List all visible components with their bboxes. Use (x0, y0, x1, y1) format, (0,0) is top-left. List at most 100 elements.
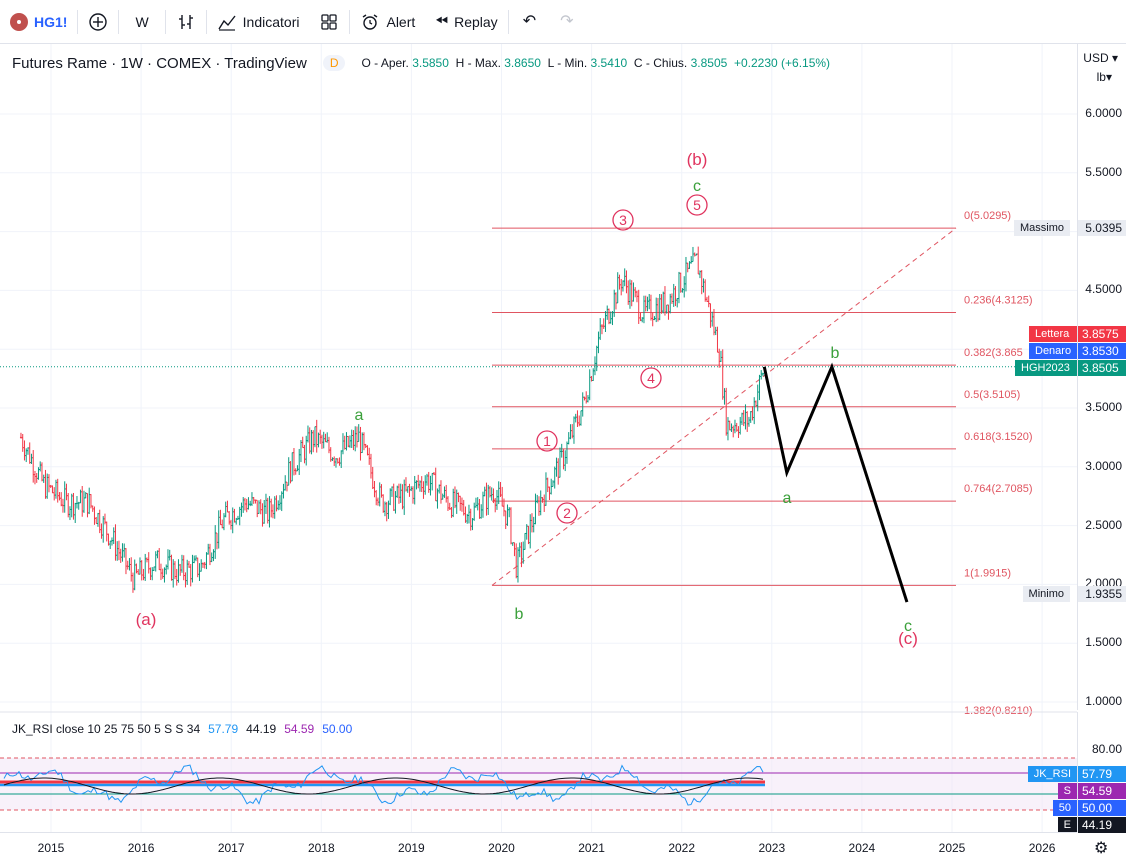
rewind-icon: ⏪︎ (435, 12, 449, 30)
divider (118, 9, 120, 34)
symbol-search[interactable]: HG1! (0, 0, 77, 44)
fib-level-label: 0.382(3.865 (964, 347, 1023, 359)
change-value: +0.2230 (+6.15%) (733, 56, 831, 70)
wave-label-1: 1 (543, 433, 551, 449)
redo-button[interactable]: ↷ (550, 0, 583, 44)
fib-level-label: 1.382(0.8210) (964, 705, 1033, 717)
year-label: 2026 (1028, 841, 1056, 855)
templates-button[interactable] (309, 0, 349, 44)
year-label: 2024 (848, 841, 876, 855)
unit-label: lb (1096, 70, 1106, 84)
divider (507, 9, 509, 34)
low-label: L - Min. (547, 56, 588, 70)
price-tick: 1.0000 (1085, 694, 1122, 708)
fib-level-label: 0.618(3.1520) (964, 431, 1033, 443)
chart-title: Futures Rame · 1W · COMEX · TradingView (12, 54, 307, 72)
wave-label-4-circle (640, 367, 662, 389)
time-axis[interactable]: 2015 2016 2017 2018 2019 2020 2021 2022 2023 2024… (0, 832, 1077, 864)
year-label: 2015 (37, 841, 65, 855)
interval-button[interactable]: W (119, 0, 164, 44)
wave-label-1-circle (536, 430, 558, 452)
price-axis[interactable]: USD ▾ lb▾ 6.00005.50005.00004.50003.5000… (1077, 44, 1126, 710)
currency-selector[interactable]: USD ▾ (1083, 51, 1118, 65)
rsi-value-4: 50.00 (322, 722, 353, 736)
projection-path (762, 362, 909, 603)
wave-label-b-red: (b) (687, 150, 708, 169)
wave-label-2: 2 (563, 505, 571, 521)
add-circle-icon (89, 12, 108, 31)
rsi-tag-e-value: 44.19 (1078, 817, 1126, 833)
price-tick: 5.5000 (1085, 164, 1122, 179)
chevron-down-icon: ▾ (1108, 51, 1118, 65)
bars-chart-icon (178, 14, 193, 29)
divider (77, 9, 79, 34)
interval-label: W (135, 13, 149, 30)
price-tick: 2.5000 (1085, 517, 1122, 532)
rsi-value-2: 44.19 (246, 722, 277, 736)
close-value: 3.8505 (690, 56, 728, 70)
year-label: 2021 (578, 841, 605, 855)
elliott-wave-labels: (a) (b) (c) a b c a b c 1 2 3 4 5 (136, 150, 918, 648)
price-chart[interactable]: 0(5.0295) 0.236(4.3125) 0.382(3.865 0.5(3.5… (0, 0, 1077, 864)
wave-label-c-green: c (693, 178, 701, 195)
rsi-line (3, 764, 764, 806)
year-label: 2019 (398, 841, 425, 855)
bid-tag: Denaro (1029, 343, 1077, 359)
rsi-tag-s: S (1057, 783, 1077, 799)
undo-button[interactable]: ↶ (509, 0, 550, 44)
settings-gear-icon[interactable]: ⚙ (1094, 840, 1109, 857)
price-tick: 3.5000 (1085, 400, 1122, 414)
year-label: 2020 (488, 841, 515, 855)
wave-label-a-projection: a (783, 490, 792, 507)
divider (349, 9, 351, 34)
year-label: 2017 (217, 841, 245, 855)
fib-level-label: 0.5(3.5105) (964, 389, 1020, 401)
wave-label-4: 4 (647, 370, 655, 386)
compare-button[interactable] (78, 0, 118, 44)
rsi-axis[interactable]: 80.00 (1077, 712, 1126, 832)
rsi-tick-80: 80.00 (1091, 742, 1122, 756)
divider (164, 9, 166, 34)
rsi-legend[interactable]: JK_RSI close 10 25 75 50 5 S S 34 57.79 … (12, 722, 352, 736)
wave-label-c-red: (c) (898, 629, 918, 648)
symbol-logo-icon (10, 12, 28, 31)
divider (205, 9, 207, 34)
ask-tag: Lettera (1029, 326, 1077, 342)
high-value: 3.8650 (504, 56, 541, 70)
rsi-value-3: 54.59 (284, 722, 315, 736)
rsi-tag-jk-value: 57.79 (1078, 766, 1126, 782)
fib-level-label: 0(5.0295) (964, 210, 1011, 222)
grid-icon (321, 13, 338, 30)
fib-trend-line (491, 227, 957, 586)
ohlc-values: O - Aper. 3.5850 H - Max. 3.8650 L - Min… (361, 56, 830, 70)
rsi-indicator (0, 711, 1077, 811)
currency-label: USD (1083, 51, 1109, 65)
wave-label-3: 3 (619, 212, 627, 228)
contract-value: 3.8505 (1078, 360, 1126, 376)
candlestick-series (19, 246, 764, 593)
rsi-value-1: 57.79 (208, 722, 239, 736)
chart-legend: Futures Rame · 1W · COMEX · TradingView … (12, 53, 830, 73)
year-label: 2016 (127, 841, 155, 855)
high-label: H - Max. (455, 56, 501, 70)
wave-label-2-circle (556, 502, 578, 524)
delayed-badge[interactable]: D (322, 55, 346, 71)
replay-button[interactable]: ⏪︎ Replay (425, 0, 507, 44)
indicators-button[interactable]: Indicatori (207, 0, 310, 44)
indicators-label: Indicatori (242, 13, 300, 30)
alert-button[interactable]: Alert (350, 0, 425, 44)
year-label: 2018 (307, 841, 335, 855)
wave-label-b-green: b (515, 606, 524, 623)
close-label: C - Chius. (633, 56, 688, 70)
rsi-tag-50-value: 50.00 (1078, 800, 1126, 816)
alarm-clock-icon (363, 13, 378, 30)
chart-type-button[interactable] (166, 0, 206, 44)
wave-label-3-circle (612, 209, 634, 231)
wave-label-c-projection: c (904, 618, 912, 635)
unit-selector[interactable]: lb▾ (1097, 70, 1112, 84)
wave-label-5: 5 (693, 197, 701, 213)
top-toolbar: HG1! W Indicatori Alert ⏪︎ Replay ↶ ↷ (0, 0, 1126, 44)
massimo-value: 5.0395 (1078, 220, 1126, 236)
wave-projection (762, 362, 909, 603)
minimo-tag: Minimo (1022, 586, 1070, 602)
